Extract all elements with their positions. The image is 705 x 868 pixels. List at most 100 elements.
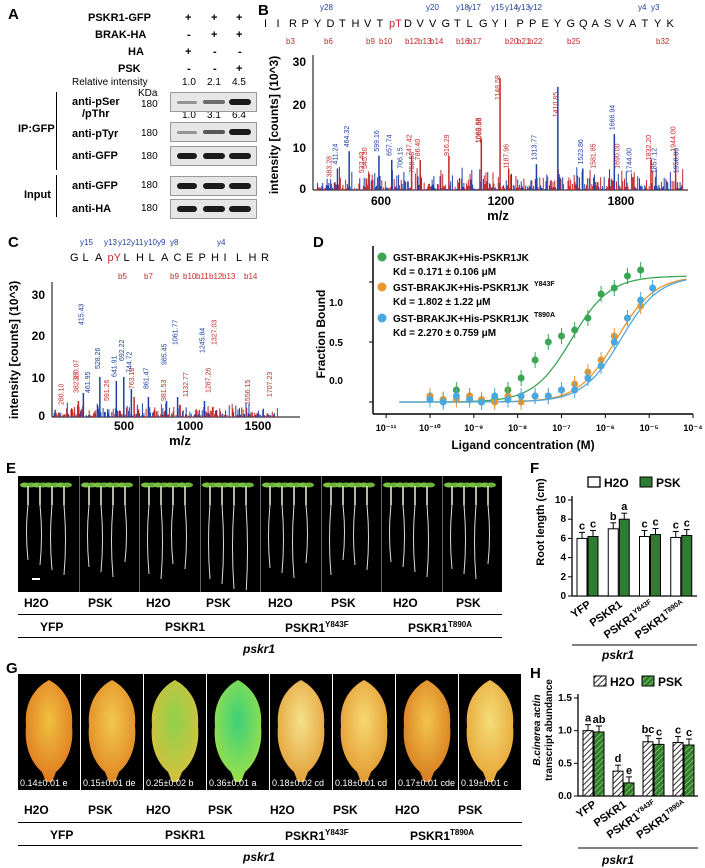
y-tick: 30 <box>293 55 307 69</box>
genotype-label: PSKR1T890A <box>408 620 473 635</box>
seedling <box>116 482 133 563</box>
y-tick: 2 <box>560 572 566 583</box>
peak-label: 1523.86 <box>578 139 585 164</box>
data-point <box>504 396 512 404</box>
rel-value: 1.0 <box>182 77 196 88</box>
panel-letter-b: B <box>258 2 269 19</box>
b-ion-label: b13 <box>418 37 432 46</box>
panel-letter-c: C <box>8 234 19 251</box>
row-ha: HA <box>128 46 144 58</box>
residue: H <box>249 252 257 264</box>
mw: 180 <box>141 203 158 214</box>
treatment-label: PSK <box>456 596 481 610</box>
treatment-label: H2O <box>270 803 295 817</box>
b-ion-label: b25 <box>567 37 581 46</box>
bar <box>607 528 619 597</box>
leaf <box>403 680 451 782</box>
significance-letter: c <box>675 724 681 736</box>
y-tick: 0.5 <box>558 758 572 769</box>
legend-psk-swatch <box>641 675 655 687</box>
peak-label: 1148.58 <box>495 75 502 100</box>
bar <box>623 782 635 797</box>
sign: + <box>211 12 218 24</box>
leaf-photo: 0.25±0.02 b <box>144 674 206 790</box>
x-tick: 10⁻⁶ <box>596 423 615 433</box>
bar <box>642 741 654 797</box>
data-point <box>517 392 525 400</box>
fit-curve <box>399 279 687 403</box>
b-ion-label: b6 <box>324 37 333 46</box>
peak-label: 1744.00 <box>627 148 634 173</box>
seedling <box>177 482 193 570</box>
x-tick: 1000 <box>177 419 204 433</box>
bar <box>582 730 594 797</box>
sign: - <box>213 63 217 75</box>
y-tick: 20 <box>32 329 46 343</box>
peak-label: 744.72 <box>126 351 133 373</box>
residue: Q <box>579 18 588 30</box>
peak-label: 916.29 <box>444 134 451 156</box>
bar <box>612 770 624 797</box>
background-label: pskr1 <box>601 853 634 867</box>
residue: P <box>199 252 206 264</box>
treatment-label: PSK <box>458 803 483 817</box>
seedling <box>419 482 435 578</box>
peak-label: 380.07 <box>73 359 80 381</box>
y-ion-label: y28 <box>320 3 333 12</box>
b-ion-label: b14 <box>244 272 258 281</box>
b-ion-label: b22 <box>529 37 543 46</box>
residue: R <box>261 252 269 264</box>
panel-letter-f: F <box>530 460 540 477</box>
legend-psk: PSK <box>656 476 681 490</box>
peak-label: 411.24 <box>332 144 339 165</box>
leaf <box>88 680 136 782</box>
y-axis-label: Fraction Bound <box>314 290 328 379</box>
y-tick: 0.0 <box>558 791 572 802</box>
significance-letter: b <box>610 511 617 523</box>
residue: V <box>617 18 625 30</box>
ab-gfp-input: anti-GFP <box>72 180 118 192</box>
seedling <box>298 482 314 564</box>
panel-letter-e: E <box>6 460 17 477</box>
relative-intensity-label: Relative intensity <box>72 77 148 88</box>
b-ion-label: b17 <box>468 37 482 46</box>
y-tick: 10 <box>32 371 46 385</box>
seedling <box>56 482 72 576</box>
peak-label: 1132.77 <box>183 372 190 397</box>
blot-ptyr <box>170 122 257 142</box>
residue: L <box>149 252 155 264</box>
peak-label: 591.26 <box>104 379 111 401</box>
bar <box>576 537 588 597</box>
peak-label: 1063.58 <box>476 118 483 143</box>
peak-label: 706.15 <box>398 147 405 169</box>
data-point <box>466 396 474 404</box>
treatment-label: H2O <box>393 596 418 610</box>
residue: A <box>161 252 169 264</box>
b-ion-label: b20 <box>505 37 519 46</box>
data-point <box>517 374 525 382</box>
residue: G <box>479 18 488 30</box>
legend-h2o-swatch <box>593 675 607 687</box>
panel-letter-a: A <box>8 6 19 23</box>
y-tick: 6 <box>560 533 566 544</box>
blot-pser <box>170 92 257 112</box>
y-tick: 10 <box>555 495 567 506</box>
legend-h2o: H2O <box>610 675 635 689</box>
sign: + <box>185 46 192 58</box>
panel-letter-d: D <box>313 234 324 251</box>
peak-label: 1060.68 <box>476 118 483 143</box>
significance-letter: c <box>684 518 690 530</box>
peak-label: 1944.00 <box>671 126 678 151</box>
rel2-value: 6.4 <box>232 110 246 121</box>
y-ion-label: y15 <box>80 238 93 247</box>
peak-label: 692.22 <box>119 339 126 361</box>
y-ion-label: y12 <box>118 238 131 247</box>
panel-letter-g: G <box>6 660 18 677</box>
residue: G <box>70 252 79 264</box>
row-psk: PSK <box>118 63 141 75</box>
y-tick: 0 <box>38 409 45 423</box>
y-tick: 4 <box>560 553 566 564</box>
peak-label: 528.26 <box>95 347 102 369</box>
peak-label: 532.40 <box>359 152 366 174</box>
